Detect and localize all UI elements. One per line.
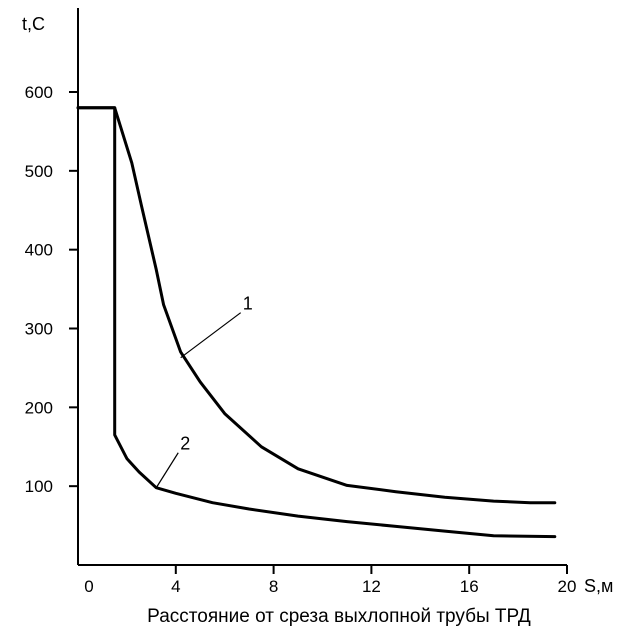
y-tick-label: 400 bbox=[25, 241, 53, 260]
axes bbox=[77, 8, 567, 566]
series-line-2 bbox=[76, 106, 557, 539]
y-tick-label: 200 bbox=[25, 398, 53, 417]
annotation-leader-1 bbox=[180, 312, 242, 359]
x-tick-label: 8 bbox=[269, 577, 278, 596]
x-tick-label: 20 bbox=[558, 577, 577, 596]
y-tick-label: 300 bbox=[25, 320, 53, 339]
y-tick-label: 600 bbox=[25, 83, 53, 102]
y-tick-label: 100 bbox=[25, 477, 53, 496]
x-tick-label: 16 bbox=[460, 577, 479, 596]
x-axis-name: S,м bbox=[584, 576, 613, 596]
annotation-label-2: 2 bbox=[180, 434, 190, 454]
x-tick-label: 12 bbox=[362, 577, 381, 596]
y-ticks: 100 200 300 400 500 600 bbox=[25, 83, 78, 496]
x-tick-label: 4 bbox=[171, 577, 180, 596]
x-axis-label: Расстояние от среза выхлопной трубы ТРД bbox=[147, 606, 531, 627]
x-ticks: 0 4 8 12 16 20 bbox=[84, 565, 576, 596]
y-axis-name: t,C bbox=[22, 14, 45, 34]
annotations: 12 bbox=[155, 294, 253, 489]
annotation-leader-2 bbox=[155, 452, 179, 489]
annotation-label-1: 1 bbox=[243, 294, 253, 314]
series-line-1 bbox=[76, 106, 557, 505]
x-tick-label: 0 bbox=[84, 577, 93, 596]
y-tick-label: 500 bbox=[25, 162, 53, 181]
series-group bbox=[76, 106, 557, 539]
